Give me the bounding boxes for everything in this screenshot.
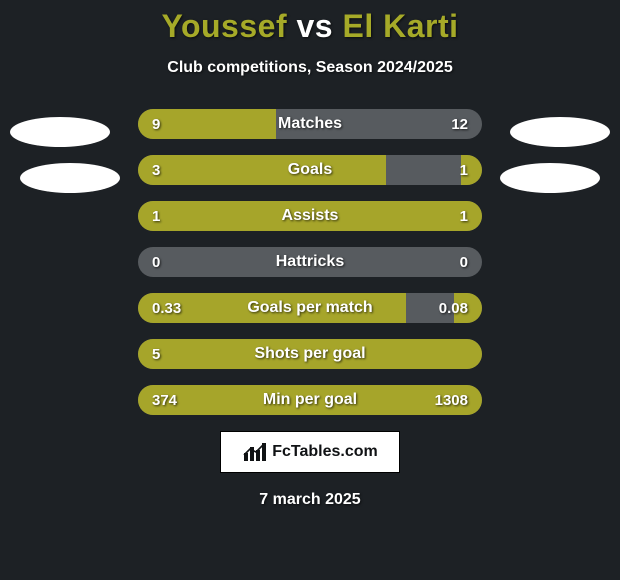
stat-value-left: 5 (138, 339, 174, 369)
stat-value-left: 0.33 (138, 293, 195, 323)
stat-row: Assists1 1 (138, 201, 482, 231)
player2-name: El Karti (342, 8, 458, 44)
stat-bars-container: Matches912Goals31Assists11Hattricks00Goa… (138, 109, 482, 415)
stat-row: Hattricks0 0 (138, 247, 482, 277)
stat-value-right: 12 (437, 109, 482, 139)
player2-avatar-top (510, 117, 610, 147)
stat-value-right: 1308 (421, 385, 482, 415)
player2-avatar-bottom (500, 163, 600, 193)
stat-value-left: 374 (138, 385, 191, 415)
date-text: 7 march 2025 (0, 491, 620, 509)
source-logo-text: FcTables.com (272, 443, 378, 461)
player1-avatar-top (10, 117, 110, 147)
stat-row: Goals3 1 (138, 155, 482, 185)
stat-row: Matches9 12 (138, 109, 482, 139)
stat-label: Assists (138, 201, 482, 231)
stat-value-right: 0 (446, 247, 482, 277)
player1-avatar-bottom (20, 163, 120, 193)
comparison-title: Youssef vs El Karti (0, 0, 620, 45)
stat-label: Hattricks (138, 247, 482, 277)
stat-value-left: 1 (138, 201, 174, 231)
content-area: Matches912Goals31Assists11Hattricks00Goa… (0, 109, 620, 509)
stat-row: Goals per match0.330.08 (138, 293, 482, 323)
stat-value-left: 9 (138, 109, 174, 139)
chart-icon (242, 441, 268, 463)
source-logo-plate: FcTables.com (220, 431, 400, 473)
stat-row: Min per goal3741308 (138, 385, 482, 415)
subtitle: Club competitions, Season 2024/2025 (0, 59, 620, 77)
stat-label: Matches (138, 109, 482, 139)
player1-name: Youssef (161, 8, 287, 44)
stat-row: Shots per goal5 (138, 339, 482, 369)
stat-value-left: 0 (138, 247, 174, 277)
stat-label: Goals (138, 155, 482, 185)
stat-value-right: 0.08 (425, 293, 482, 323)
stat-label: Shots per goal (138, 339, 482, 369)
stat-value-right: 1 (446, 155, 482, 185)
stat-value-right (454, 339, 482, 369)
stat-value-left: 3 (138, 155, 174, 185)
stat-value-right: 1 (446, 201, 482, 231)
vs-text: vs (296, 8, 333, 44)
